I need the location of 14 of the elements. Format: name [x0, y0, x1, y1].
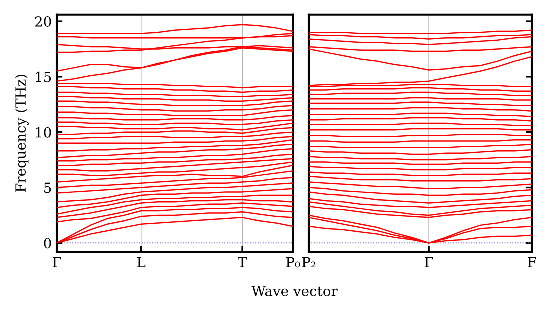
x-axis-title: Wave vector: [252, 286, 338, 296]
x-tick-label: F: [528, 257, 536, 268]
y-tick-label: 5: [44, 182, 52, 194]
x-tick-label: Γ: [425, 257, 434, 268]
y-axis-title: Frequency (THz): [15, 75, 29, 192]
y-tick-label: 0: [44, 238, 52, 249]
x-tick-label: T: [238, 257, 248, 268]
y-tick-label: 10: [36, 127, 52, 138]
x-tick-label: Γ: [52, 257, 62, 268]
x-tick-label: P₀: [286, 257, 300, 268]
x-tick-label: P₂: [302, 257, 316, 268]
y-tick-label: 20: [35, 16, 52, 28]
y-tick-label: 15: [36, 72, 52, 82]
x-tick-label: L: [137, 257, 146, 268]
